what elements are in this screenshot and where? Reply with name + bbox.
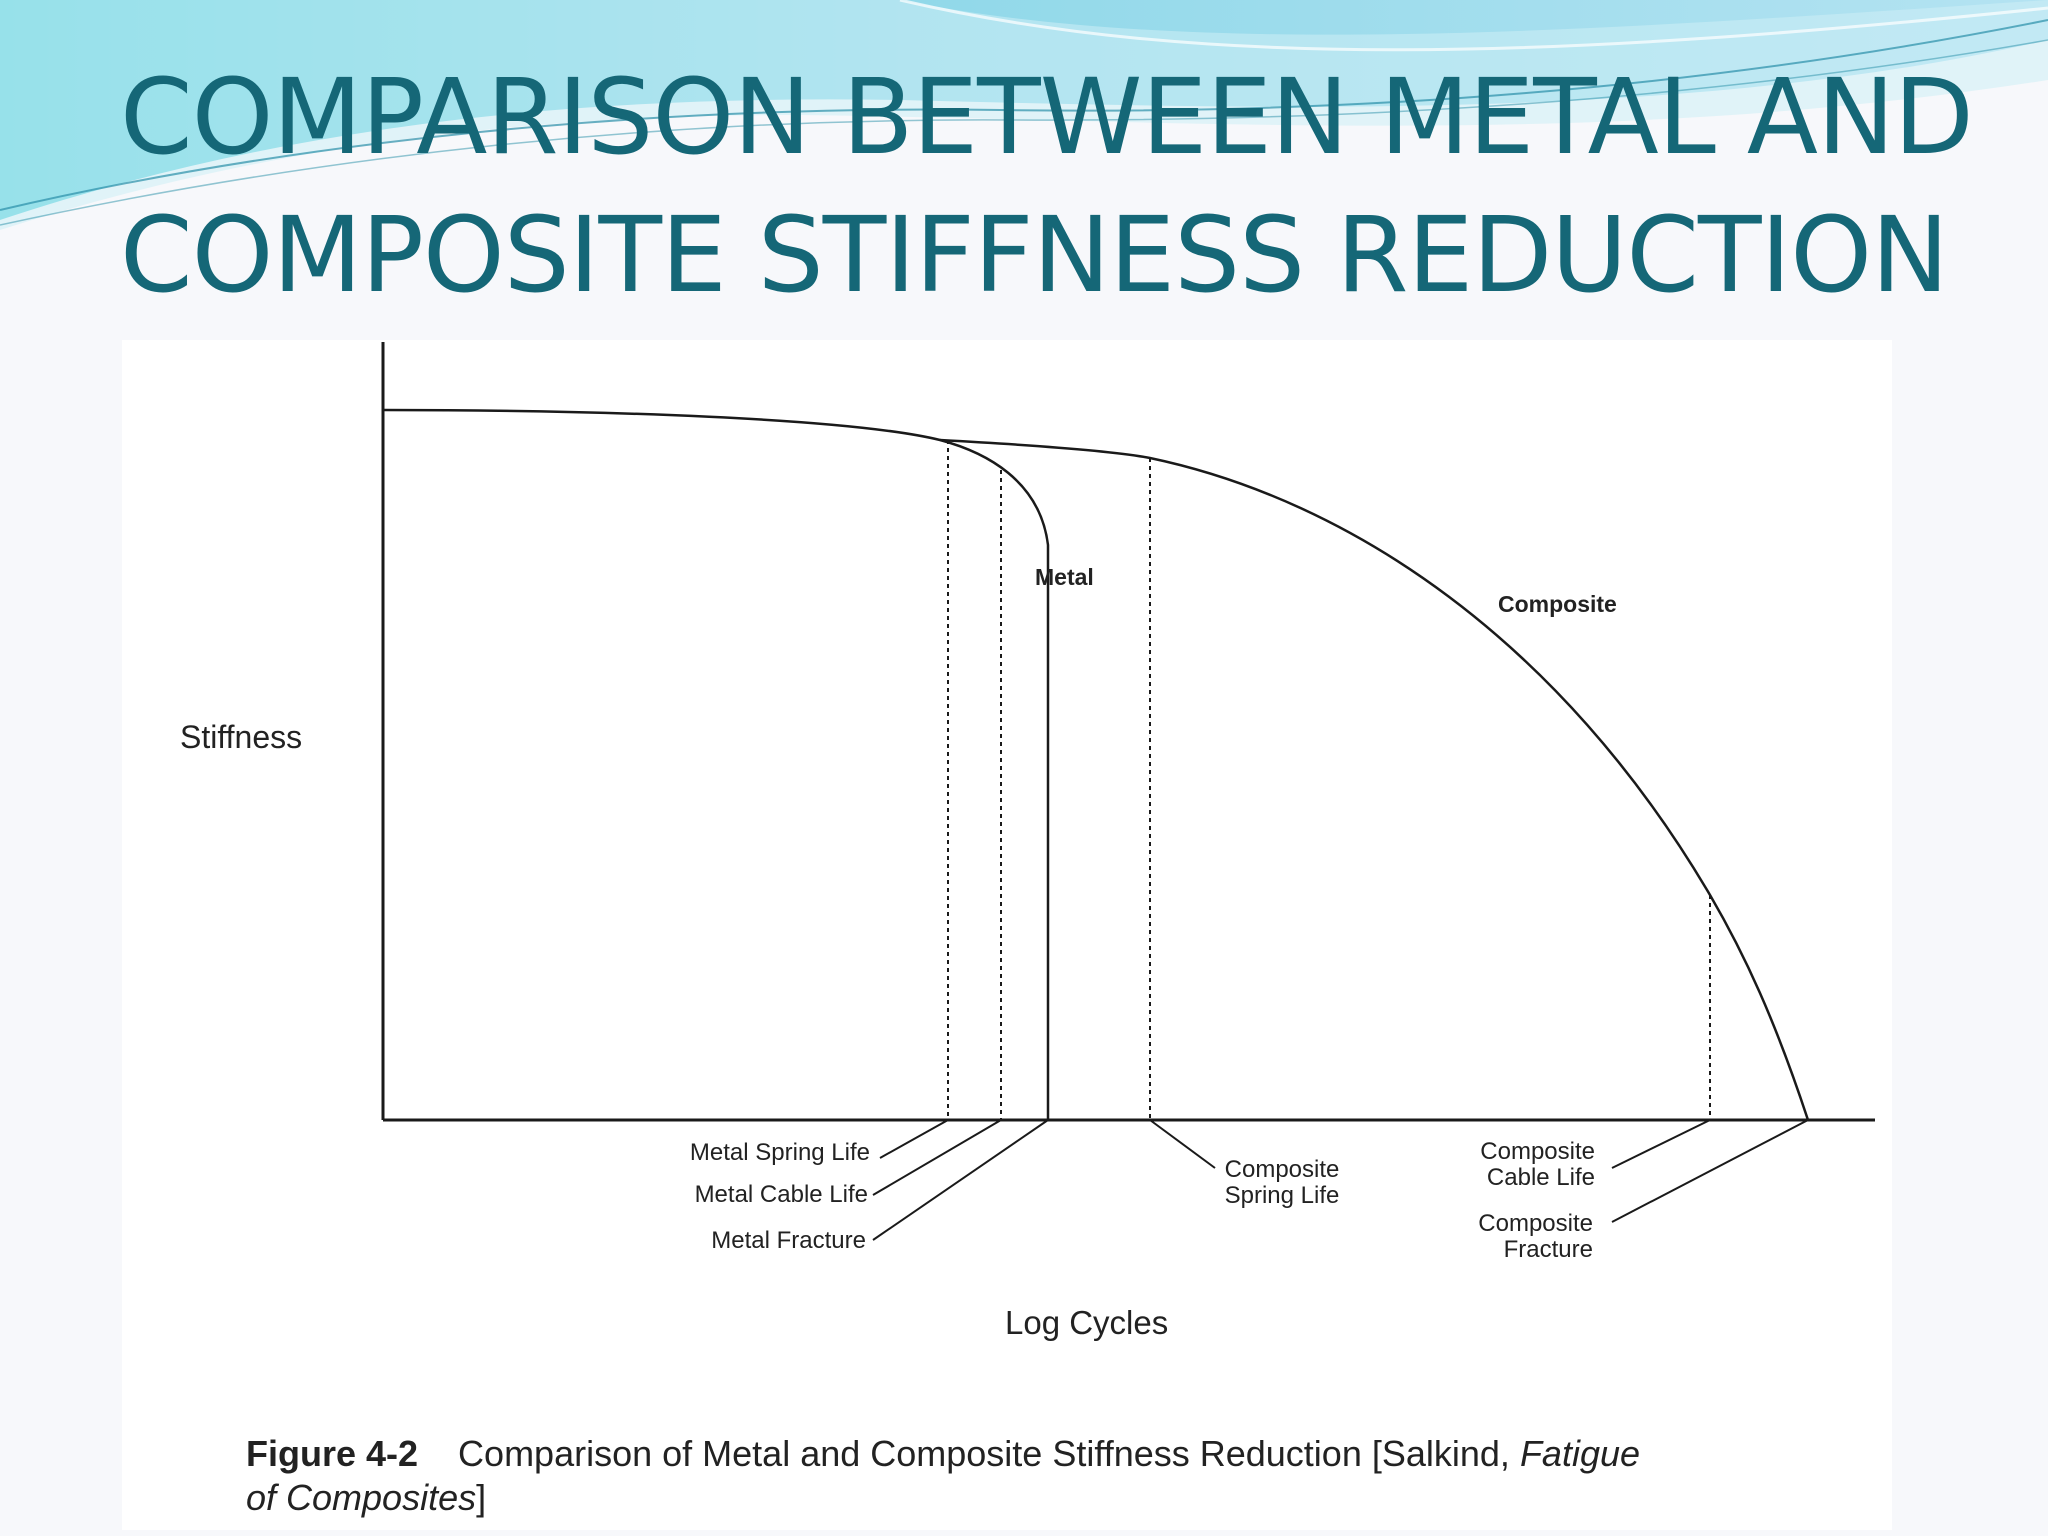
composite-cable-life-label-line-2: Cable Life xyxy=(1487,1164,1595,1191)
composite-spring-life-label-line-1: Composite xyxy=(1225,1156,1340,1183)
caption-text: Comparison of Metal and Composite Stiffn… xyxy=(458,1433,1520,1474)
slide-title: COMPARISON BETWEEN METAL AND COMPOSITE S… xyxy=(120,48,2000,324)
header-wave-line-2 xyxy=(0,39,2048,226)
header-wave-light xyxy=(0,0,2048,230)
figure-panel xyxy=(122,340,1892,1530)
metal-cable-life-label: Metal Cable Life xyxy=(695,1181,868,1208)
metal-curve xyxy=(382,408,1050,1120)
composite-spring-life-label-line-2: Spring Life xyxy=(1225,1182,1340,1209)
composite-curve xyxy=(939,438,1810,1121)
slide-title-line-2: COMPOSITE STIFFNESS REDUCTION xyxy=(120,194,1949,316)
metal-spring-life-label: Metal Spring Life xyxy=(690,1139,870,1166)
x-axis-label: Log Cycles xyxy=(1005,1304,1168,1341)
composite-cable-life-leader xyxy=(1611,1119,1711,1169)
metal-curve-label: Metal xyxy=(1035,564,1094,590)
composite-cable-life-label-line-1: Composite xyxy=(1480,1138,1595,1165)
metal-spring-life-leader xyxy=(879,1119,949,1159)
header-wave-line-1 xyxy=(0,19,2048,211)
composite-fracture-label-line-2: Fracture xyxy=(1504,1236,1593,1263)
caption-source-italic-2: of Composites xyxy=(246,1477,477,1518)
figure-caption: Figure 4-2 Comparison of Metal and Compos… xyxy=(246,1432,1846,1520)
composite-curve-label: Composite xyxy=(1498,591,1617,617)
composite-fracture-label-line-1: Composite xyxy=(1478,1210,1593,1237)
caption-source-italic-1: Fatigue xyxy=(1519,1433,1641,1474)
figure-number: Figure 4-2 xyxy=(246,1433,419,1474)
metal-fracture-label: Metal Fracture xyxy=(711,1227,866,1254)
metal-cable-life-leader xyxy=(872,1119,1002,1196)
composite-fracture-leader xyxy=(1611,1119,1809,1223)
slide-title-line-1: COMPARISON BETWEEN METAL AND xyxy=(120,56,1974,178)
metal-fracture-leader xyxy=(872,1119,1049,1241)
caption-end: ] xyxy=(476,1477,487,1518)
header-wave-line-3 xyxy=(899,0,2048,52)
y-axis-label: Stiffness xyxy=(180,719,302,755)
composite-spring-life-leader xyxy=(1149,1119,1216,1169)
